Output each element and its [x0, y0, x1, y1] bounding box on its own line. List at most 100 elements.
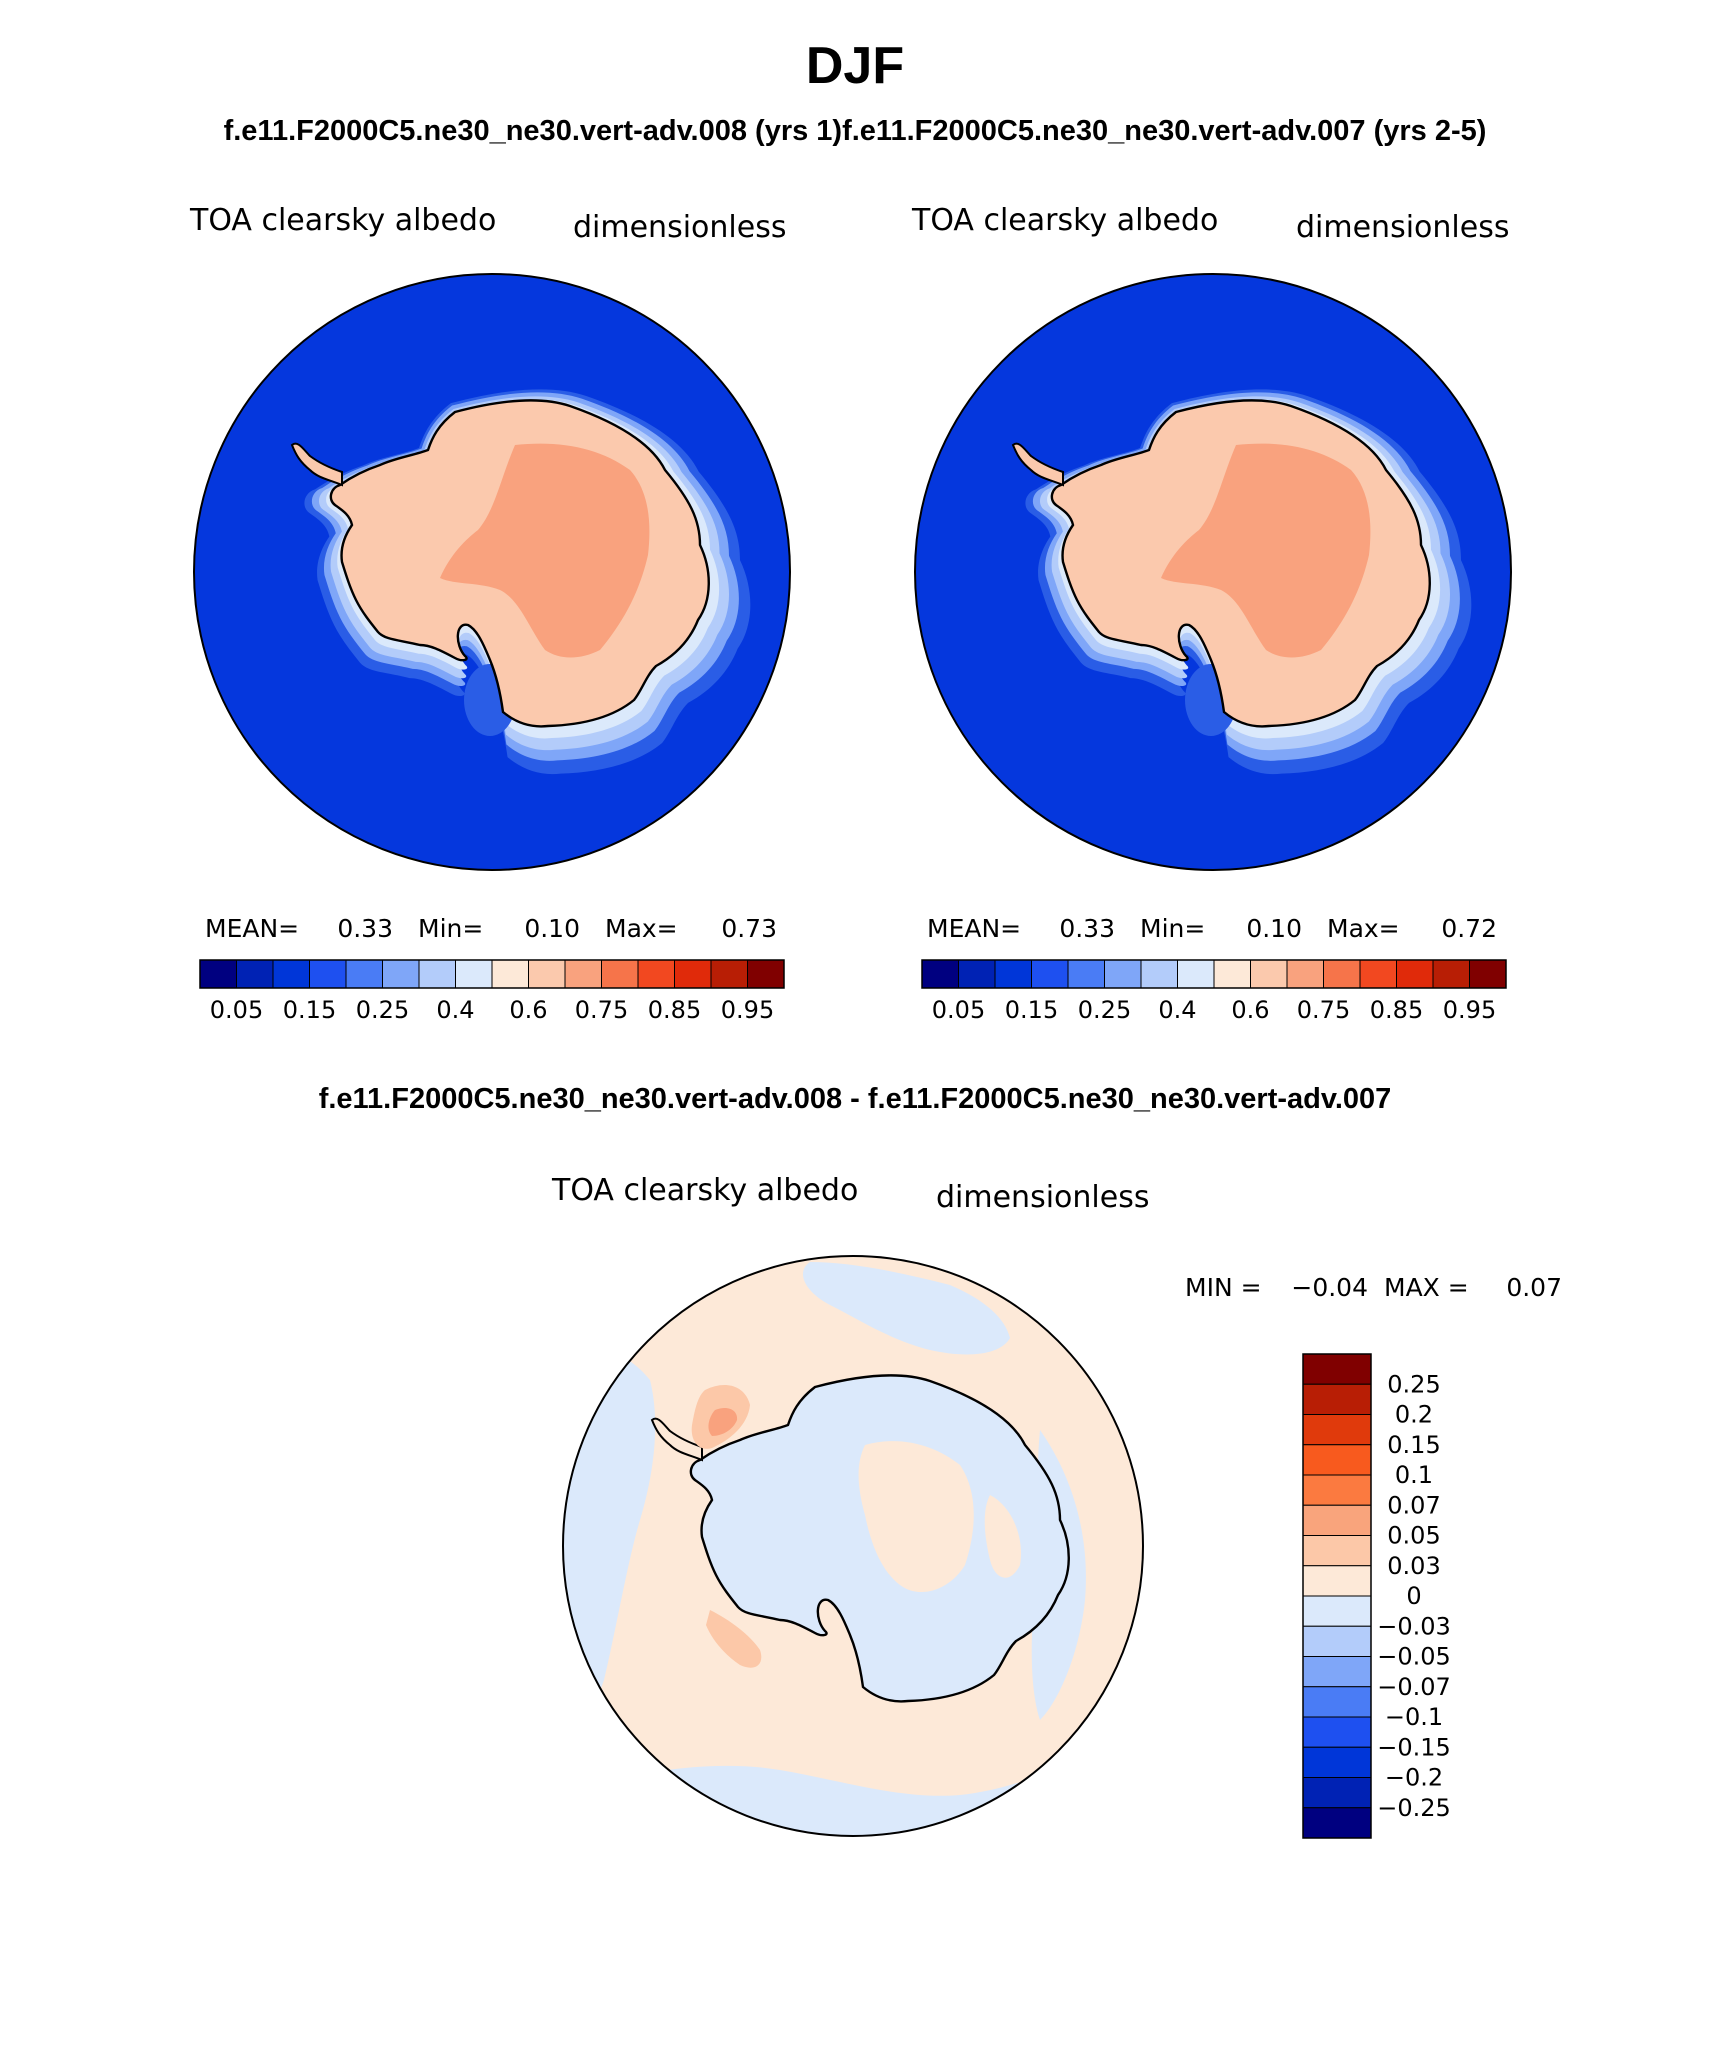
right-mean-value: 0.33 — [1059, 914, 1115, 943]
diff-colorbar-swatch — [1302, 1353, 1372, 1385]
diff-colorbar-tick-label: 0.25 — [1387, 1370, 1440, 1398]
left-colorbar-swatch — [747, 959, 785, 989]
left-colorbar-tick-label: 0.6 — [509, 996, 547, 1024]
left-min-value: 0.10 — [524, 914, 580, 943]
left-colorbar-tick-label: 0.75 — [575, 996, 628, 1024]
diff-colorbar-tick-label: −0.15 — [1377, 1733, 1451, 1761]
left-colorbar-swatch — [345, 959, 383, 989]
diff-min-value: −0.04 — [1291, 1273, 1368, 1302]
diff-continent-positive-patches-2 — [984, 1495, 1021, 1578]
right-colorbar-frame — [921, 959, 1507, 989]
left-colorbar-tick-label: 0.05 — [210, 996, 263, 1024]
left-map-border — [193, 273, 791, 871]
left-colorbar-swatch — [601, 959, 639, 989]
right-colorbar-swatch — [1250, 959, 1288, 989]
diff-stats: MIN = −0.04 MAX = 0.07 — [1185, 1273, 1562, 1302]
diff-colorbar-tick-label: −0.25 — [1377, 1794, 1451, 1822]
diff-min-label: MIN = — [1185, 1273, 1262, 1302]
diff-colorbar-swatch — [1302, 1565, 1372, 1597]
diff-colorbar-swatch — [1302, 1535, 1372, 1567]
left-colorbar-swatch — [309, 959, 347, 989]
left-colorbar-tick-label: 0.95 — [721, 996, 774, 1024]
diff-max-label: MAX = — [1384, 1273, 1469, 1302]
right-units-label: dimensionless — [1296, 210, 1509, 245]
left-colorbar-swatch — [272, 959, 310, 989]
left-colorbar: 0.05 0.15 0.25 0.4 0.6 0.75 0.85 0.95 — [199, 959, 785, 1024]
left-variable-label: TOA clearsky albedo — [189, 203, 496, 238]
diff-colorbar-tick-label: −0.05 — [1377, 1643, 1451, 1671]
right-colorbar-swatch — [1104, 959, 1142, 989]
diff-colorbar-tick-label: −0.2 — [1385, 1764, 1443, 1792]
difference-panel: TOA clearsky albedo dimensionless MIN = … — [551, 1173, 1562, 1839]
right-min-value: 0.10 — [1246, 914, 1302, 943]
diff-colorbar-swatch — [1302, 1656, 1372, 1688]
diff-colorbar: 0.250.20.150.10.070.050.030−0.03−0.05−0.… — [1302, 1353, 1451, 1839]
diff-colorbar-swatch — [1302, 1595, 1372, 1627]
right-colorbar-swatch — [1359, 959, 1397, 989]
left-colorbar-tick-label: 0.85 — [648, 996, 701, 1024]
right-polar-map — [915, 274, 1511, 870]
diff-colorbar-tick-label: 0.03 — [1387, 1552, 1440, 1580]
difference-title: f.e11.F2000C5.ne30_ne30.vert-adv.008 - f… — [319, 1083, 1392, 1115]
left-colorbar-swatch — [382, 959, 420, 989]
diff-colorbar-tick-label: 0.15 — [1387, 1431, 1440, 1459]
diff-colorbar-swatch — [1302, 1444, 1372, 1476]
diff-colorbar-swatch — [1302, 1716, 1372, 1748]
right-colorbar-tick-label: 0.95 — [1443, 996, 1496, 1024]
diff-colorbar-swatch — [1302, 1777, 1372, 1809]
left-colorbar-swatch — [418, 959, 456, 989]
diff-colorbar-tick-label: 0.1 — [1395, 1461, 1433, 1489]
left-colorbar-swatch — [199, 959, 237, 989]
right-max-label: Max= — [1327, 914, 1400, 943]
left-min-label: Min= — [418, 914, 483, 943]
left-colorbar-swatch — [491, 959, 529, 989]
diff-variable-label: TOA clearsky albedo — [551, 1173, 858, 1208]
top-subtitle: f.e11.F2000C5.ne30_ne30.vert-adv.008 (yr… — [224, 115, 1487, 147]
diff-max-value: 0.07 — [1506, 1273, 1562, 1302]
right-colorbar-swatch — [1469, 959, 1507, 989]
left-max-value: 0.73 — [721, 914, 777, 943]
right-plateau — [1161, 443, 1371, 658]
left-colorbar-swatch — [455, 959, 493, 989]
diff-map-border — [562, 1255, 1144, 1837]
left-stats: MEAN= 0.33 Min= 0.10 Max= 0.73 — [205, 914, 777, 943]
diff-colorbar-tick-label: 0.05 — [1387, 1522, 1440, 1550]
diff-units-label: dimensionless — [936, 1180, 1149, 1215]
diff-colorbar-tick-label: 0.07 — [1387, 1491, 1440, 1519]
left-colorbar-swatch — [637, 959, 675, 989]
left-polar-map — [194, 274, 790, 870]
right-colorbar-swatch — [958, 959, 996, 989]
left-colorbar-swatch — [710, 959, 748, 989]
diff-colorbar-swatch — [1302, 1746, 1372, 1778]
right-colorbar: 0.05 0.15 0.25 0.4 0.6 0.75 0.85 0.95 — [921, 959, 1507, 1024]
left-colorbar-swatch — [564, 959, 602, 989]
right-colorbar-swatch — [1213, 959, 1251, 989]
left-mean-value: 0.33 — [337, 914, 393, 943]
right-colorbar-tick-label: 0.15 — [1005, 996, 1058, 1024]
right-colorbar-tick-label: 0.05 — [932, 996, 985, 1024]
right-colorbar-swatch — [1067, 959, 1105, 989]
right-stats: MEAN= 0.33 Min= 0.10 Max= 0.72 — [927, 914, 1497, 943]
right-colorbar-swatch — [994, 959, 1032, 989]
diff-colorbar-swatch — [1302, 1686, 1372, 1718]
right-colorbar-tick-label: 0.25 — [1078, 996, 1131, 1024]
right-colorbar-tick-label: 0.6 — [1231, 996, 1269, 1024]
diff-negative-region-1 — [802, 1262, 1010, 1355]
diff-colorbar-tick-label: 0.2 — [1395, 1401, 1433, 1429]
diff-colorbar-tick-label: −0.1 — [1385, 1703, 1443, 1731]
right-map-border — [914, 273, 1512, 871]
left-colorbar-tick-label: 0.25 — [356, 996, 409, 1024]
right-colorbar-swatch — [1031, 959, 1069, 989]
right-mean-label: MEAN= — [927, 914, 1021, 943]
right-max-value: 0.72 — [1441, 914, 1497, 943]
left-colorbar-swatch — [674, 959, 712, 989]
right-colorbar-tick-label: 0.75 — [1297, 996, 1350, 1024]
right-colorbar-swatch — [1432, 959, 1470, 989]
left-units-label: dimensionless — [573, 210, 786, 245]
diff-colorbar-swatch — [1302, 1807, 1372, 1839]
right-colorbar-swatch — [921, 959, 959, 989]
diff-colorbar-swatch — [1302, 1625, 1372, 1657]
diff-colorbar-frame — [1302, 1353, 1372, 1839]
right-colorbar-swatch — [1323, 959, 1361, 989]
diff-continent-positive-patches — [858, 1441, 974, 1593]
